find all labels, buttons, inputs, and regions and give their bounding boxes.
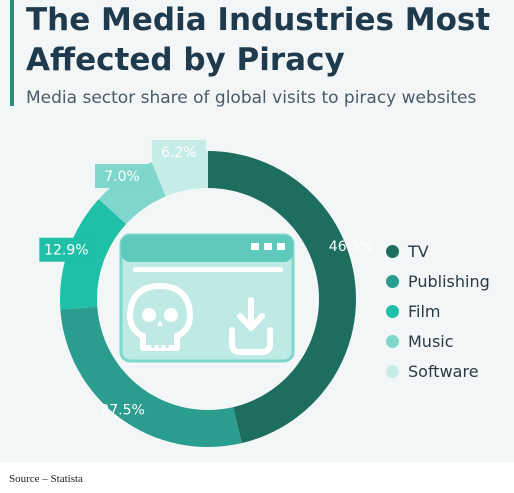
data-label-film: 12.9% <box>39 237 94 262</box>
data-label-publishing: 27.5% <box>100 403 144 419</box>
data-label-tv: 46.3% <box>329 239 373 255</box>
legend-label: Software <box>408 361 479 381</box>
legend-swatch <box>386 364 399 378</box>
window-dot-icon <box>251 243 259 250</box>
data-label-software: 6.2% <box>151 139 206 164</box>
legend-item-publishing: Publishing <box>386 266 514 296</box>
legend-label: Film <box>408 301 441 321</box>
legend-item-film: Film <box>386 296 514 326</box>
label-badge <box>39 237 94 262</box>
legend-item-software: Software <box>386 356 514 386</box>
data-labels: 46.3% 27.5% 12.9% 7.0% 6.2% <box>39 139 373 419</box>
slice-publishing <box>60 306 242 447</box>
window-dot-icon <box>264 243 272 250</box>
source-note: Source – Statista <box>9 473 83 485</box>
legend-item-tv: TV <box>386 236 514 266</box>
data-label-text: 6.2% <box>161 145 197 161</box>
legend-swatch <box>386 244 399 258</box>
title-line-2: Affected by Piracy <box>26 42 345 78</box>
data-label-text: 7.0% <box>104 169 140 185</box>
slice-tv <box>208 151 356 444</box>
window-dot-icon <box>277 243 285 250</box>
data-label-text: 27.5% <box>100 403 144 419</box>
label-badge <box>151 139 206 164</box>
browser-title-bar <box>121 235 293 262</box>
accent-bar <box>10 0 14 106</box>
legend-label: TV <box>408 241 429 261</box>
data-label-text: 46.3% <box>329 239 373 255</box>
address-bar-line <box>133 267 283 272</box>
subtitle: Media sector share of global visits to p… <box>26 88 477 108</box>
piracy-illustration <box>119 233 295 363</box>
data-label-text: 12.9% <box>44 243 88 259</box>
data-label-music: 7.0% <box>95 164 150 189</box>
legend-item-music: Music <box>386 326 514 356</box>
skull-icon <box>127 283 193 351</box>
legend-label: Publishing <box>408 271 490 291</box>
legend-swatch <box>386 274 399 288</box>
legend-swatch <box>386 304 399 318</box>
legend-label: Music <box>408 331 454 351</box>
label-badge <box>95 164 150 189</box>
donut-chart: 46.3% 27.5% 12.9% 7.0% 6.2% <box>39 139 373 447</box>
legend: TV Publishing Film Music Software <box>386 236 514 386</box>
download-icon <box>229 297 273 355</box>
legend-swatch <box>386 334 399 348</box>
title-line-1: The Media Industries Most <box>26 2 491 38</box>
page-title: The Media Industries Most Affected by Pi… <box>26 0 514 80</box>
